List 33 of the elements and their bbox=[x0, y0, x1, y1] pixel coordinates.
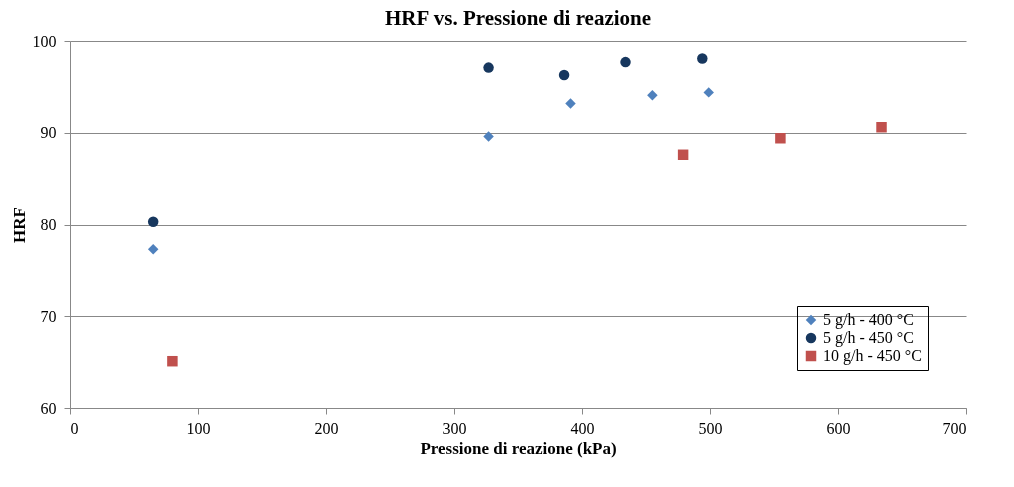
point bbox=[147, 244, 159, 255]
point bbox=[483, 62, 494, 73]
point bbox=[558, 69, 570, 81]
point bbox=[697, 53, 708, 64]
y-tick-label: 70 bbox=[40, 307, 57, 325]
point bbox=[876, 122, 887, 133]
x-tick-label: 0 bbox=[70, 419, 79, 437]
x-tick-label: 500 bbox=[698, 419, 723, 437]
point bbox=[147, 216, 159, 227]
legend-label: 5 g/h - 450 °C bbox=[823, 329, 914, 347]
legend-label: 10 g/h - 450 °C bbox=[823, 347, 922, 365]
y-axis-title: HRF bbox=[9, 207, 29, 243]
point bbox=[483, 131, 494, 142]
point bbox=[677, 149, 689, 161]
x-tick-label: 700 bbox=[942, 419, 967, 437]
x-tick-label: 600 bbox=[826, 419, 851, 437]
x-tick-label: 300 bbox=[442, 419, 467, 437]
chart-title: HRF vs. Pressione di reazione bbox=[384, 6, 652, 30]
x-tick-label: 400 bbox=[570, 419, 595, 437]
legend-label: 5 g/h - 400 °C bbox=[823, 311, 914, 329]
x-axis-title: Pressione di reazione (kPa) bbox=[420, 438, 617, 458]
x-tick-label: 200 bbox=[314, 419, 339, 437]
point bbox=[775, 133, 786, 144]
x-tick-label: 100 bbox=[186, 419, 211, 437]
y-tick-label: 100 bbox=[32, 32, 57, 50]
point bbox=[620, 56, 631, 68]
y-tick-label: 80 bbox=[40, 216, 57, 233]
point bbox=[703, 87, 714, 98]
point bbox=[647, 89, 658, 101]
y-tick-label: 90 bbox=[40, 124, 57, 142]
y-tick-label: 60 bbox=[40, 399, 57, 417]
point bbox=[565, 98, 576, 109]
point bbox=[167, 355, 178, 367]
